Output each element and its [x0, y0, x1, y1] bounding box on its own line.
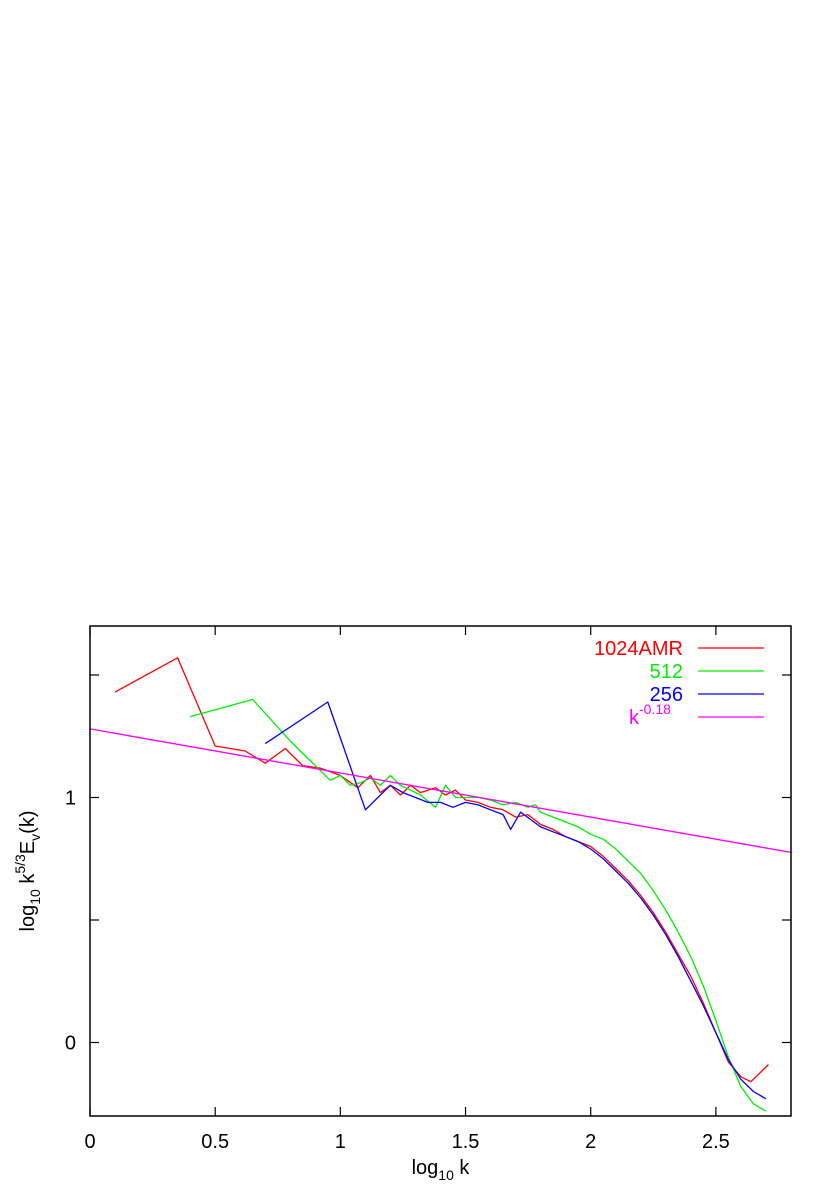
legend-sup: -0.18	[639, 701, 671, 717]
x-axis-label: log10 k	[412, 1157, 471, 1183]
series-layer	[89, 657, 792, 1112]
legend-label-2: 512	[650, 661, 683, 683]
x-tick-label: 2	[585, 1131, 596, 1153]
x-tick-label: 1.5	[452, 1131, 480, 1153]
x-tick-label: 1	[335, 1131, 346, 1153]
x-label-log: log	[412, 1157, 439, 1179]
series-line-3	[264, 701, 767, 1100]
series-line-1	[114, 657, 769, 1083]
legend-label-4: k-0.18	[629, 701, 671, 729]
tick-labels: 0 0.5 1 1.5 2 2.5 0 1	[65, 788, 730, 1154]
x-label-tail: k	[454, 1157, 471, 1179]
x-tick-label: 2.5	[702, 1131, 730, 1153]
x-tick-label: 0	[84, 1131, 95, 1153]
y-label-log: log	[17, 905, 39, 932]
y-tick-label: 1	[65, 788, 76, 810]
y-label-tail: (k)	[17, 811, 39, 834]
y-label-sub2: v	[27, 834, 43, 841]
y-tick-label: 0	[65, 1033, 76, 1055]
y-label-e: E	[17, 841, 39, 854]
x-label-sub: 10	[438, 1167, 454, 1183]
y-label-sub1: 10	[27, 889, 43, 905]
y-axis-label: log10 k5/3Ev(k)	[12, 811, 43, 932]
legend-label-3: 256	[650, 684, 683, 706]
legend-base: k	[629, 707, 640, 729]
legend-label-1: 1024AMR	[594, 638, 683, 660]
series-line-4	[89, 728, 792, 854]
x-tick-label: 0.5	[201, 1131, 229, 1153]
axis-ticks	[89, 626, 791, 1116]
plot-frame	[89, 625, 792, 1117]
y-label-k: k	[17, 873, 39, 890]
y-label-sup: 5/3	[12, 854, 28, 874]
